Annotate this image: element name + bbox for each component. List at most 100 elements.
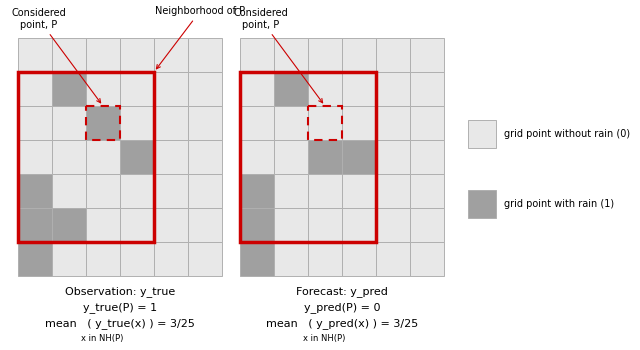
Bar	[376, 38, 410, 72]
Bar	[18, 38, 52, 72]
Text: Forecast: y_pred: Forecast: y_pred	[296, 286, 388, 297]
Bar	[410, 208, 444, 242]
Bar	[120, 72, 154, 106]
Bar	[154, 106, 188, 140]
Bar	[342, 106, 376, 140]
Bar	[188, 174, 222, 208]
Bar	[274, 106, 308, 140]
Bar	[188, 38, 222, 72]
Bar	[274, 38, 308, 72]
Text: x in NH(P): x in NH(P)	[81, 334, 123, 343]
Bar	[308, 38, 342, 72]
Bar	[86, 38, 120, 72]
Bar	[240, 72, 274, 106]
Bar	[342, 242, 376, 276]
Bar	[308, 72, 342, 106]
Bar	[120, 38, 154, 72]
Bar	[18, 106, 52, 140]
Text: x in NH(P): x in NH(P)	[303, 334, 345, 343]
Bar	[120, 242, 154, 276]
Bar	[120, 174, 154, 208]
Bar	[86, 140, 120, 174]
Bar	[274, 208, 308, 242]
Bar	[86, 242, 120, 276]
Bar	[376, 174, 410, 208]
Text: Considered
point, P: Considered point, P	[233, 8, 323, 103]
Bar	[240, 106, 274, 140]
Bar	[342, 174, 376, 208]
Bar	[120, 106, 154, 140]
Bar	[154, 72, 188, 106]
Bar	[86, 208, 120, 242]
Bar	[154, 38, 188, 72]
Bar	[240, 38, 274, 72]
Bar	[410, 72, 444, 106]
Bar	[274, 242, 308, 276]
Bar	[342, 38, 376, 72]
Bar	[86, 174, 120, 208]
Bar	[274, 72, 308, 106]
Bar	[468, 120, 496, 148]
Text: Considered
point, P: Considered point, P	[11, 8, 100, 103]
Bar	[18, 140, 52, 174]
Bar	[308, 242, 342, 276]
Bar	[376, 208, 410, 242]
Bar	[410, 140, 444, 174]
Bar	[240, 208, 274, 242]
Bar	[86, 72, 120, 106]
Bar	[52, 242, 86, 276]
Bar	[410, 106, 444, 140]
Bar	[52, 38, 86, 72]
Bar	[18, 174, 52, 208]
Bar	[410, 242, 444, 276]
Bar	[308, 208, 342, 242]
Bar	[154, 140, 188, 174]
Bar	[410, 38, 444, 72]
Text: y_pred(P) = 0: y_pred(P) = 0	[304, 302, 380, 313]
Bar	[376, 72, 410, 106]
Bar	[86, 106, 120, 140]
Bar	[188, 242, 222, 276]
Bar	[188, 208, 222, 242]
Bar	[342, 72, 376, 106]
Bar	[240, 72, 376, 242]
Bar	[52, 174, 86, 208]
Bar	[468, 190, 496, 218]
Bar	[342, 140, 376, 174]
Bar	[308, 106, 342, 140]
Text: mean   ( y_true(x) ) = 3/25: mean ( y_true(x) ) = 3/25	[45, 318, 195, 329]
Text: mean   ( y_pred(x) ) = 3/25: mean ( y_pred(x) ) = 3/25	[266, 318, 418, 329]
Bar	[308, 174, 342, 208]
Bar	[18, 72, 52, 106]
Bar	[274, 174, 308, 208]
Text: grid point with rain (1): grid point with rain (1)	[504, 199, 614, 209]
Bar	[188, 106, 222, 140]
Bar	[52, 106, 86, 140]
Text: Observation: y_true: Observation: y_true	[65, 286, 175, 297]
Bar	[410, 174, 444, 208]
Bar	[52, 72, 86, 106]
Bar	[308, 140, 342, 174]
Text: grid point without rain (0): grid point without rain (0)	[504, 129, 630, 139]
Bar	[52, 140, 86, 174]
Bar	[188, 140, 222, 174]
Bar	[308, 106, 342, 140]
Bar	[240, 242, 274, 276]
Bar	[52, 208, 86, 242]
Text: Neighborhood of P: Neighborhood of P	[155, 6, 245, 69]
Bar	[120, 208, 154, 242]
Bar	[240, 174, 274, 208]
Bar	[18, 242, 52, 276]
Bar	[154, 174, 188, 208]
Bar	[342, 208, 376, 242]
Bar	[240, 140, 274, 174]
Bar	[188, 72, 222, 106]
Bar	[154, 208, 188, 242]
Bar	[376, 242, 410, 276]
Text: y_true(P) = 1: y_true(P) = 1	[83, 302, 157, 313]
Bar	[18, 208, 52, 242]
Bar	[154, 242, 188, 276]
Bar	[376, 140, 410, 174]
Bar	[18, 72, 154, 242]
Bar	[86, 106, 120, 140]
